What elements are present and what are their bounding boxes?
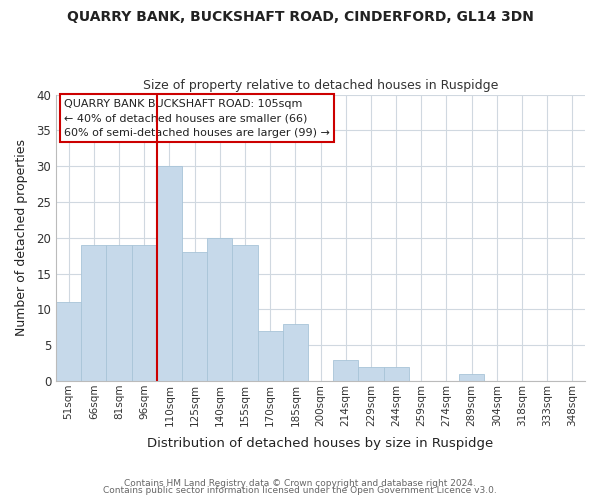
Bar: [207, 238, 232, 381]
Bar: [232, 245, 257, 381]
Bar: [383, 366, 409, 381]
Bar: [257, 331, 283, 381]
Bar: [182, 252, 207, 381]
Bar: [106, 245, 131, 381]
X-axis label: Distribution of detached houses by size in Ruspidge: Distribution of detached houses by size …: [148, 437, 494, 450]
Bar: [283, 324, 308, 381]
Y-axis label: Number of detached properties: Number of detached properties: [15, 140, 28, 336]
Bar: [358, 366, 383, 381]
Bar: [157, 166, 182, 381]
Title: Size of property relative to detached houses in Ruspidge: Size of property relative to detached ho…: [143, 79, 498, 92]
Bar: [81, 245, 106, 381]
Text: QUARRY BANK, BUCKSHAFT ROAD, CINDERFORD, GL14 3DN: QUARRY BANK, BUCKSHAFT ROAD, CINDERFORD,…: [67, 10, 533, 24]
Text: Contains HM Land Registry data © Crown copyright and database right 2024.: Contains HM Land Registry data © Crown c…: [124, 478, 476, 488]
Bar: [459, 374, 484, 381]
Text: QUARRY BANK BUCKSHAFT ROAD: 105sqm
← 40% of detached houses are smaller (66)
60%: QUARRY BANK BUCKSHAFT ROAD: 105sqm ← 40%…: [64, 99, 330, 138]
Bar: [56, 302, 81, 381]
Bar: [333, 360, 358, 381]
Bar: [131, 245, 157, 381]
Text: Contains public sector information licensed under the Open Government Licence v3: Contains public sector information licen…: [103, 486, 497, 495]
